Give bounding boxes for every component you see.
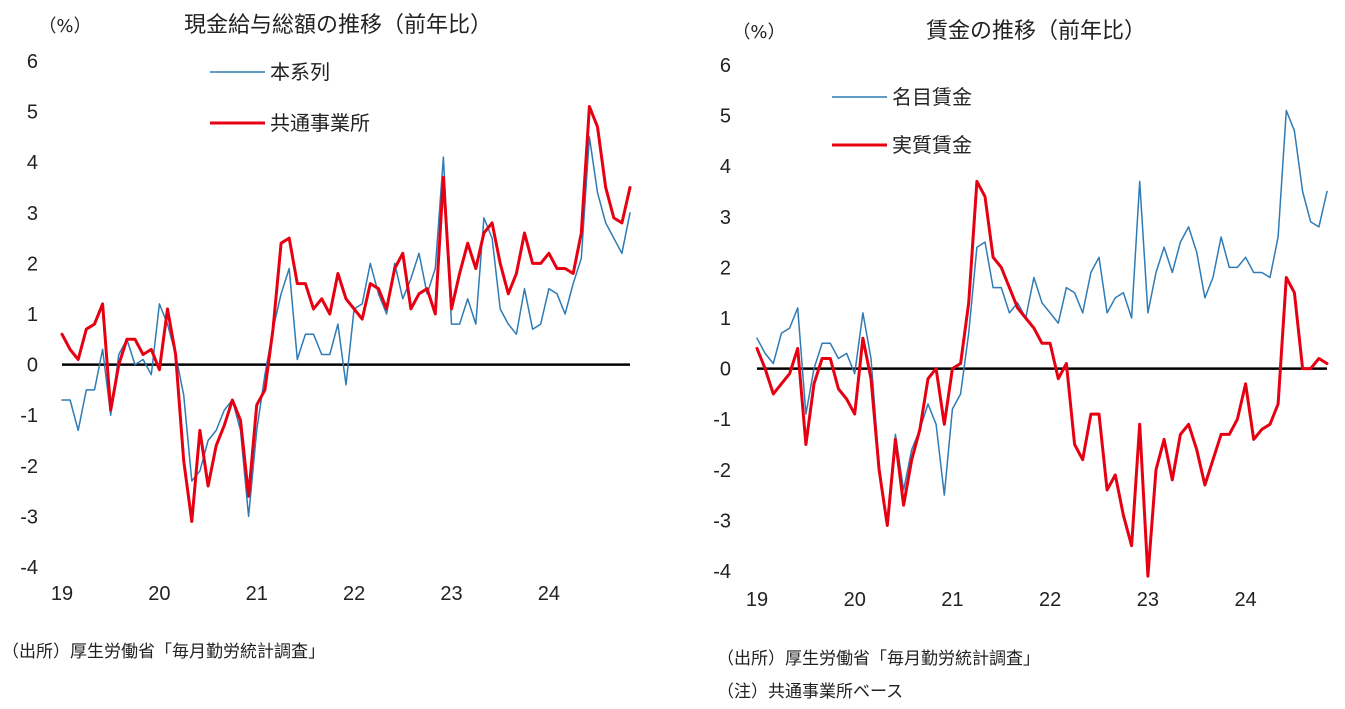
- y-tick-label: 4: [720, 156, 731, 178]
- x-tick-label: 22: [343, 583, 365, 605]
- chart-title: 現金給与総額の推移（前年比）: [184, 13, 492, 38]
- y-tick-label: 2: [27, 253, 38, 275]
- y-tick-label: 2: [720, 257, 731, 279]
- y-tick-label: 1: [27, 304, 38, 326]
- x-tick-label: 21: [246, 583, 268, 605]
- y-tick-label: -2: [713, 460, 731, 482]
- y-tick-label: -4: [713, 561, 731, 583]
- chart-panel-right: 賃金の推移（前年比） （%） 6 5 4 3 2 1 0 -1 -2 -3 -4 19 20 21 22 23 24…: [672, 0, 1345, 709]
- x-tick-label: 22: [1039, 589, 1061, 611]
- unit-label: （%）: [38, 16, 91, 37]
- y-tick-label: -3: [20, 506, 38, 528]
- y-tick-label: 6: [720, 55, 731, 77]
- chart-panel-left: 現金給与総額の推移（前年比） （%） 6 5 4 3 2 1 0 -1 -2 -3 -4 19 20 21 22…: [0, 0, 672, 709]
- y-tick-label: 0: [27, 355, 38, 377]
- y-tick-label: 5: [27, 102, 38, 124]
- unit-label: （%）: [732, 22, 785, 43]
- y-tick-label: 3: [720, 207, 731, 229]
- legend-label: 共通事業所: [270, 111, 370, 135]
- x-tick-label: 20: [148, 583, 170, 605]
- y-tick-label: 5: [720, 106, 731, 128]
- y-tick-label: 3: [27, 203, 38, 225]
- x-tick-label: 20: [844, 589, 866, 611]
- y-tick-label: -4: [20, 557, 38, 579]
- chart-title: 賃金の推移（前年比）: [926, 19, 1146, 44]
- series-line-primary: [61, 136, 631, 518]
- y-tick-label: 6: [27, 51, 38, 73]
- legend-label: 実質賃金: [892, 133, 972, 157]
- series-line-secondary: [60, 105, 632, 523]
- series-line-secondary: [755, 179, 1329, 578]
- y-tick-label: 1: [720, 308, 731, 330]
- legend-label: 名目賃金: [892, 85, 972, 109]
- y-tick-label: -2: [20, 456, 38, 478]
- x-tick-label: 24: [1234, 589, 1256, 611]
- y-tick-label: 0: [720, 359, 731, 381]
- y-tick-label: -1: [20, 405, 38, 427]
- footnote-right: （注）共通事業所ベース: [717, 682, 904, 702]
- x-tick-label: 21: [941, 589, 963, 611]
- y-tick-label: -1: [713, 409, 731, 431]
- x-tick-label: 23: [440, 583, 462, 605]
- x-tick-label: 23: [1137, 589, 1159, 611]
- x-tick-label: 24: [538, 583, 560, 605]
- source-note-left: （出所）厚生労働省「毎月勤労統計調査」: [2, 642, 325, 662]
- series-line-primary: [756, 109, 1328, 527]
- legend-label: 本系列: [270, 60, 330, 84]
- source-note-right: （出所）厚生労働省「毎月勤労統計調査」: [717, 649, 1040, 669]
- y-tick-label: -3: [713, 510, 731, 532]
- x-tick-label: 19: [51, 583, 73, 605]
- x-tick-label: 19: [746, 589, 768, 611]
- y-tick-label: 4: [27, 152, 38, 174]
